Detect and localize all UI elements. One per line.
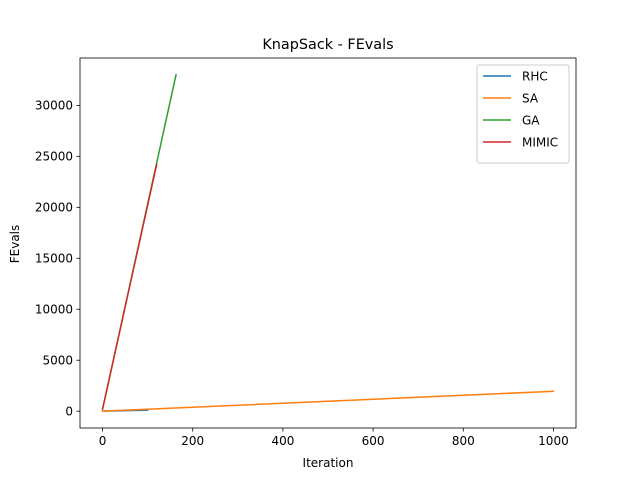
y-tick-label: 5000 (42, 354, 73, 368)
x-tick-label: 800 (452, 434, 475, 448)
legend-box (476, 64, 570, 164)
legend-label-ga: GA (522, 114, 540, 128)
axes-layer: 0 200 400 600 800 100005000100001500020000250… (35, 57, 577, 448)
y-tick-label: 10000 (35, 303, 73, 317)
legend-label-sa: SA (522, 92, 539, 106)
legend: RHC SA GA MIMIC (476, 64, 570, 164)
chart-title: KnapSack - FEvals (262, 37, 393, 53)
x-tick-label: 200 (181, 434, 204, 448)
plot-frame (79, 57, 577, 429)
series-line-sa (101, 390, 555, 412)
x-tick-label: 400 (271, 434, 294, 448)
legend-label-mimic: MIMIC (522, 136, 558, 150)
y-tick-label: 15000 (35, 252, 73, 266)
y-tick-label: 30000 (35, 99, 73, 113)
y-tick-label: 25000 (35, 150, 73, 164)
y-axis-label: FEvals (8, 225, 22, 264)
legend-label-rhc: RHC (522, 70, 548, 84)
y-tick-label: 0 (65, 404, 73, 418)
x-tick-label: 600 (362, 434, 385, 448)
x-tick-label: 1000 (538, 434, 569, 448)
series-layer (101, 73, 555, 412)
x-tick-label: 0 (99, 434, 107, 448)
series-line-mimic (101, 163, 158, 411)
y-tick-label: 20000 (35, 201, 73, 215)
x-axis-label: Iteration (303, 456, 354, 470)
